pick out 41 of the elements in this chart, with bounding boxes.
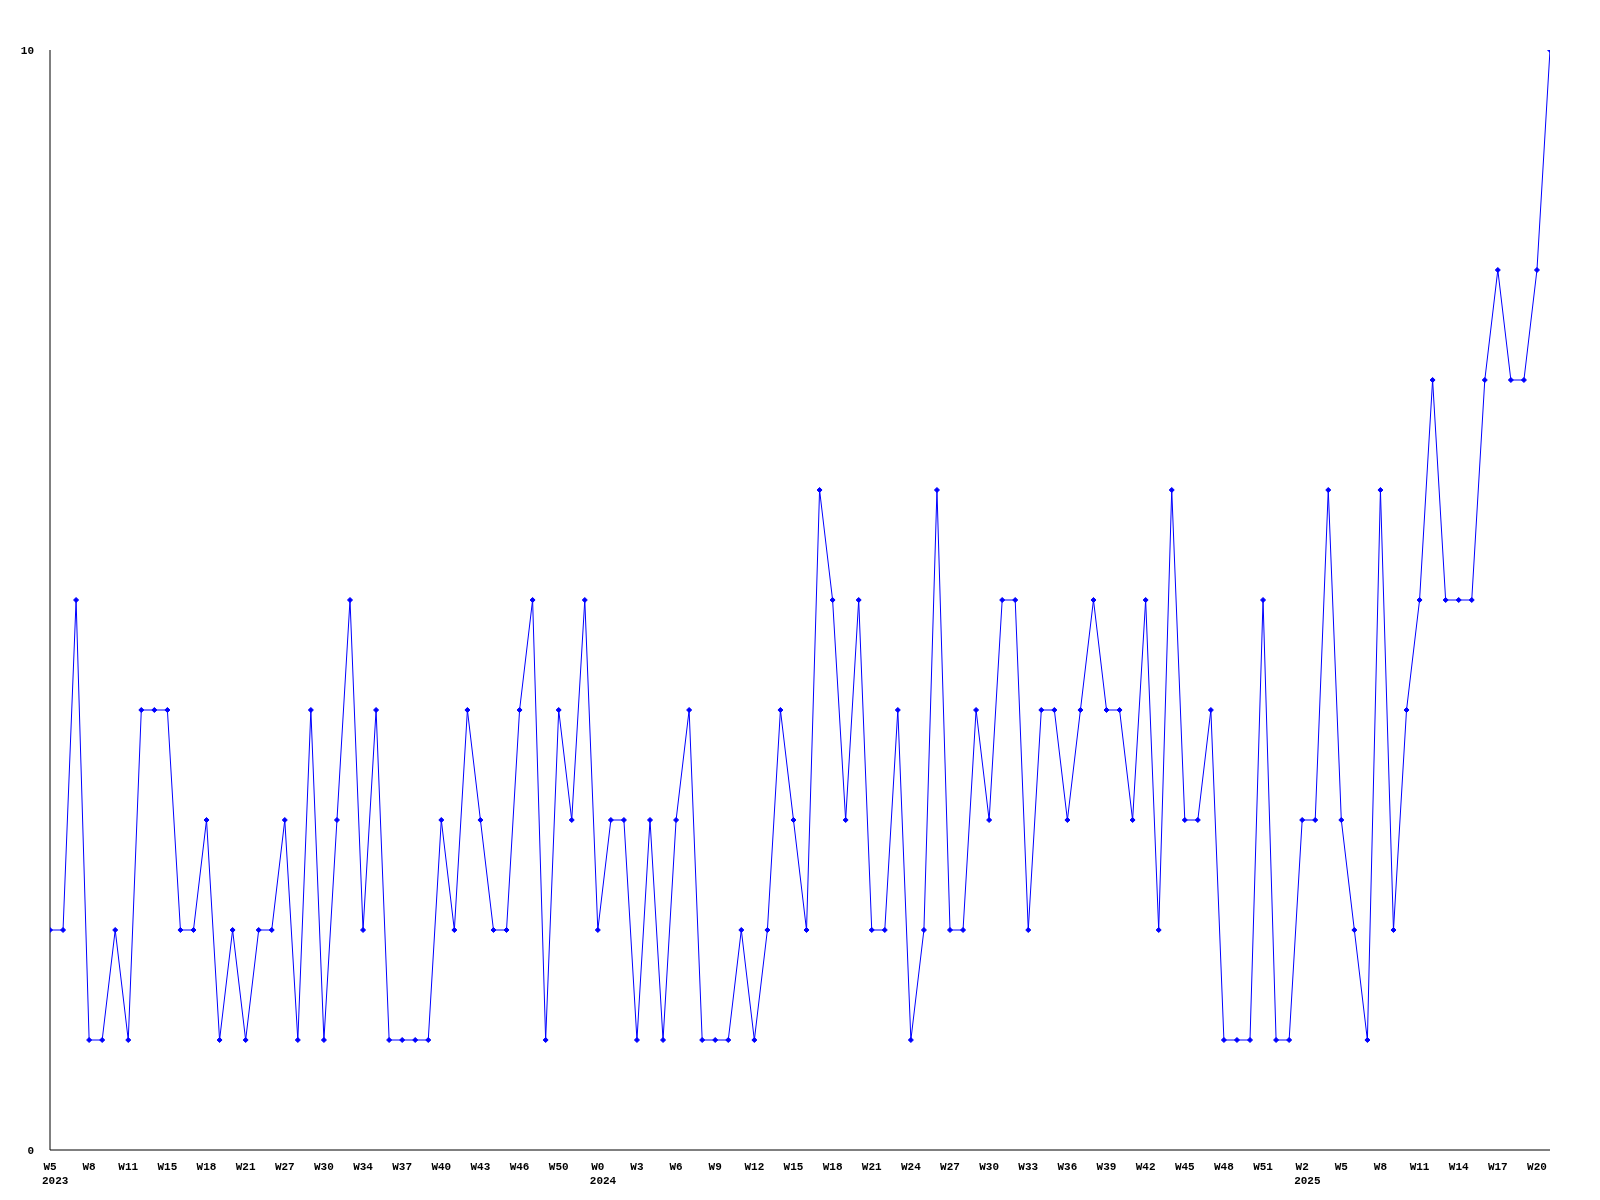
x-tick-label: W42: [1135, 1161, 1156, 1173]
x-tick-label: W2 2025: [1294, 1161, 1321, 1187]
x-tick-label: W43: [470, 1161, 491, 1173]
x-tick-label: W6: [669, 1161, 683, 1173]
x-tick-label: W18: [822, 1161, 843, 1173]
x-tick-label: W30: [314, 1161, 334, 1173]
x-tick-label: W39: [1096, 1161, 1117, 1173]
x-tick-label: W24: [900, 1161, 922, 1173]
x-tick-label: W46: [509, 1161, 530, 1173]
x-tick-label: W15: [157, 1161, 178, 1173]
x-tick-label: W36: [1057, 1161, 1078, 1173]
x-tick-label: W27: [940, 1161, 960, 1173]
x-tick-label: W3: [630, 1161, 644, 1173]
x-tick-label: W5: [1334, 1161, 1349, 1173]
x-tick-label: W5 2023: [42, 1161, 69, 1187]
x-tick-label: W37: [392, 1161, 413, 1173]
y-tick-label: 10: [20, 45, 34, 57]
x-tick-label: W18: [196, 1161, 217, 1173]
x-tick-label: W9: [708, 1161, 722, 1173]
x-tick-label: W45: [1174, 1161, 1196, 1173]
x-tick-label: W51: [1253, 1161, 1274, 1173]
x-tick-label: W48: [1214, 1161, 1235, 1173]
x-tick-label: W11: [118, 1161, 139, 1173]
x-tick-label: W11: [1409, 1161, 1430, 1173]
x-tick-label: W15: [783, 1161, 804, 1173]
x-tick-label: W12: [744, 1161, 765, 1173]
x-tick-label: W0 2024: [589, 1161, 617, 1187]
x-tick-label: W8: [1373, 1161, 1388, 1173]
x-tick-label: W33: [1018, 1161, 1039, 1173]
x-tick-label: W27: [274, 1161, 295, 1173]
x-tick-label: W14: [1448, 1161, 1469, 1173]
x-tick-label: W20: [1527, 1161, 1547, 1173]
x-tick-label: W17: [1487, 1161, 1508, 1173]
x-tick-label: W34: [353, 1161, 374, 1173]
y-tick-label: 0: [27, 1145, 34, 1157]
x-tick-label: W8: [82, 1161, 97, 1173]
x-tick-label: W50: [548, 1161, 569, 1173]
x-tick-label: W40: [431, 1161, 452, 1173]
x-tick-label: W21: [235, 1161, 256, 1173]
x-tick-label: W30: [979, 1161, 1000, 1173]
x-tick-label: W21: [861, 1161, 883, 1173]
